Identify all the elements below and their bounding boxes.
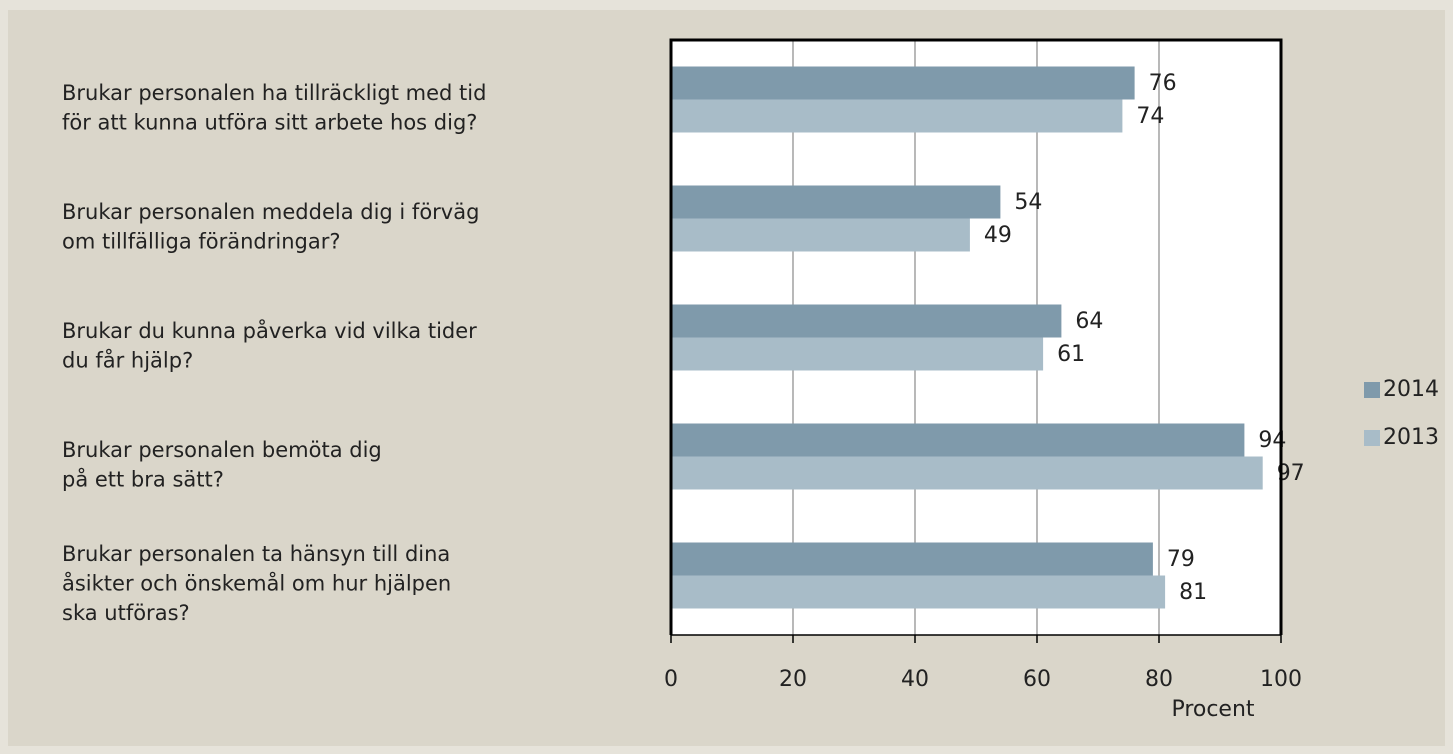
bar — [671, 575, 1166, 609]
data-label: 79 — [1167, 547, 1195, 572]
data-label: 49 — [984, 223, 1012, 248]
data-label: 64 — [1075, 309, 1103, 334]
x-tick-label: 60 — [1023, 667, 1051, 692]
bar — [671, 66, 1135, 100]
category-label: Brukar personalen bemöta dig — [62, 438, 382, 462]
legend-swatch — [1364, 382, 1380, 398]
category-label: åsikter och önskemål om hur hjälpen — [62, 571, 451, 596]
category-label: på ett bra sätt? — [62, 466, 224, 491]
bar — [671, 337, 1044, 371]
x-tick-label: 40 — [901, 667, 929, 692]
category-label: för att kunna utföra sitt arbete hos dig… — [62, 110, 477, 134]
bar — [671, 304, 1062, 338]
x-tick-label: 0 — [664, 667, 678, 692]
plot-border — [669, 38, 1283, 635]
category-label: Brukar du kunna påverka vid vilka tider — [62, 318, 477, 343]
bar — [671, 456, 1263, 490]
x-tick-label: 80 — [1145, 667, 1173, 692]
bar — [671, 218, 970, 252]
x-tick-label: 100 — [1260, 667, 1302, 692]
data-label: 76 — [1149, 71, 1177, 96]
data-label: 74 — [1136, 104, 1164, 129]
data-label: 54 — [1014, 190, 1042, 215]
x-tick-label: 20 — [779, 667, 807, 692]
bar — [671, 185, 1001, 219]
data-label: 61 — [1057, 342, 1085, 367]
bar — [671, 423, 1245, 457]
category-label: om tillfälliga förändringar? — [62, 229, 341, 253]
x-axis-label: Procent — [1171, 697, 1254, 722]
category-label: ska utföras? — [62, 601, 190, 625]
data-label: 81 — [1179, 580, 1207, 605]
category-label: Brukar personalen meddela dig i förväg — [62, 200, 479, 224]
category-label: du får hjälp? — [62, 347, 193, 372]
bar — [671, 542, 1153, 576]
legend-swatch — [1364, 430, 1380, 446]
legend-label: 2014 — [1383, 377, 1439, 402]
category-label: Brukar personalen ta hänsyn till dina — [62, 542, 450, 566]
bar — [671, 99, 1123, 133]
category-label: Brukar personalen ha tillräckligt med ti… — [62, 81, 486, 105]
legend-label: 2013 — [1383, 425, 1439, 450]
